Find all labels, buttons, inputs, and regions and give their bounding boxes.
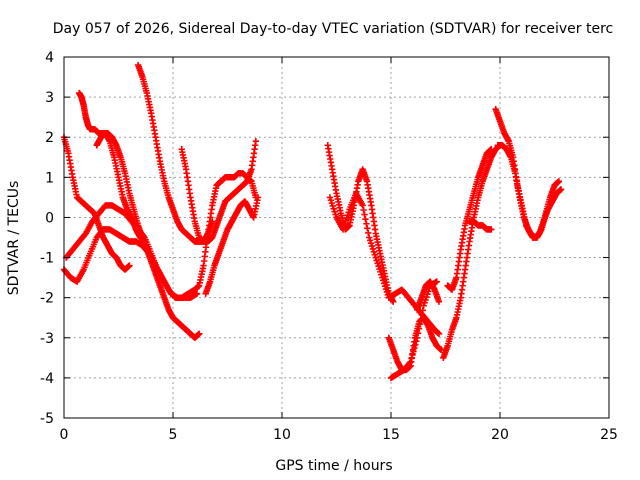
data-point-marker: [359, 202, 366, 209]
data-point-marker: [407, 358, 414, 366]
data-point-marker: [410, 348, 417, 355]
series-arc-15: [440, 142, 504, 362]
data-point-marker: [488, 226, 495, 233]
data-point-marker: [126, 262, 133, 269]
data-point-marker: [141, 238, 148, 245]
data-point-marker: [364, 225, 371, 232]
data-point-marker: [363, 220, 370, 227]
data-point-marker: [412, 341, 419, 348]
data-point-marker: [254, 194, 262, 201]
data-point-marker: [419, 307, 426, 314]
data-point-marker: [433, 278, 440, 285]
data-point-marker: [418, 311, 426, 319]
x-tick-label: 20: [491, 427, 509, 443]
data-point-marker: [413, 334, 421, 341]
x-tick-label: 0: [60, 427, 69, 443]
data-point-marker: [435, 330, 443, 337]
series-arc-6: [134, 61, 216, 245]
data-point-marker: [195, 330, 203, 337]
series-arc-16: [444, 146, 495, 293]
x-tick-label: 10: [273, 427, 291, 443]
y-axis-label: SDTVAR / TECUs: [6, 181, 22, 296]
data-point-marker: [414, 329, 422, 337]
data-point-marker: [416, 320, 424, 328]
data-point-marker: [365, 229, 372, 237]
y-tick-label: 0: [45, 210, 54, 226]
axis-ticks: 0 5 10 15 20 25 -5 -4 -3 -2 -1 0 1 2 3 4: [40, 50, 618, 443]
x-tick-label: 5: [169, 427, 178, 443]
y-tick-label: -4: [40, 371, 54, 387]
data-point-marker: [415, 325, 423, 332]
data-point-marker: [361, 211, 368, 218]
series-arc-7: [178, 138, 260, 245]
y-tick-label: 1: [45, 170, 54, 186]
y-tick-label: -5: [40, 411, 54, 427]
y-tick-label: -2: [40, 291, 54, 307]
data-point-marker: [488, 146, 495, 153]
data-point-marker: [409, 351, 416, 359]
y-tick-label: 3: [45, 90, 54, 106]
plot-frame: [63, 56, 610, 419]
data-point-marker: [406, 359, 413, 367]
series-arc-19: [494, 142, 563, 241]
data-point-marker: [555, 178, 563, 185]
data-point-marker: [411, 344, 418, 352]
data-point-marker: [360, 206, 367, 214]
y-tick-label: 2: [45, 130, 54, 146]
series-arc-9: [202, 194, 262, 297]
data-point-marker: [435, 298, 443, 305]
series-arc-14: [413, 278, 443, 313]
series-arc-8: [187, 170, 260, 301]
x-tick-label: 15: [382, 427, 400, 443]
chart-title: Day 057 of 2026, Sidereal Day-to-day VTE…: [53, 21, 613, 37]
data-point-marker: [413, 338, 420, 345]
y-tick-label: -3: [40, 331, 54, 347]
series-arc-5: [93, 130, 148, 245]
data-point-marker: [389, 298, 397, 305]
data-point-marker: [408, 355, 415, 362]
data-point-marker: [417, 316, 425, 323]
data-marks: [60, 61, 565, 382]
data-point-marker: [557, 186, 565, 193]
series-arc-10: [324, 142, 397, 305]
data-point-marker: [362, 215, 369, 223]
x-axis-label: GPS time / hours: [275, 458, 392, 474]
y-tick-label: -1: [40, 251, 54, 267]
y-tick-label: 4: [45, 50, 54, 66]
series-arc-17: [466, 218, 495, 233]
x-tick-label: 25: [600, 427, 618, 443]
data-point-marker: [252, 138, 260, 145]
